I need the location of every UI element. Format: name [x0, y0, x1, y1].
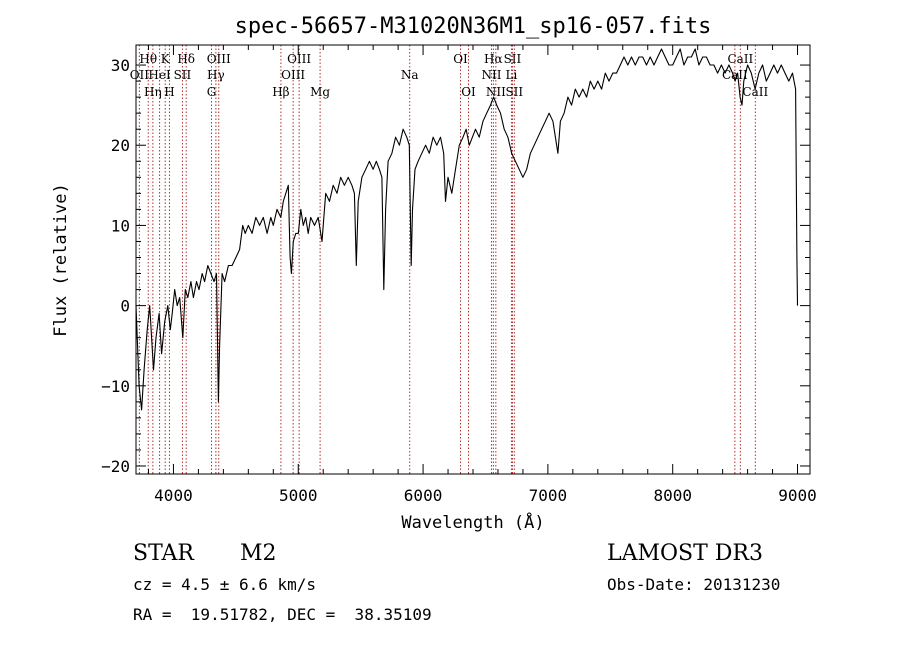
emission-line-label-14: Mg [310, 85, 330, 99]
object-subclass: M2 [240, 541, 277, 566]
emission-line-label-20: NII [486, 85, 506, 99]
spectrum-chart: spec-56657-M31020N36M1_sp16-057.fits OII… [51, 14, 817, 533]
object-class: STAR [133, 541, 194, 566]
emission-line-label-2: Hη [144, 85, 162, 99]
x-tick-label-3: 7000 [529, 486, 568, 505]
survey-name: LAMOST DR3 [607, 541, 763, 566]
emission-line-label-11: Hβ [272, 85, 289, 99]
observation-date: Obs-Date: 20131230 [607, 575, 781, 594]
emission-line-label-3: HeI [148, 68, 171, 82]
emission-line-label-21: Li [506, 68, 518, 82]
redshift-velocity: cz = 4.5 ± 6.6 km/s [133, 575, 317, 594]
x-axis-label: Wavelength (Å) [401, 511, 544, 533]
x-axis-ticks: 4000 5000 6000 7000 8000 9000 [147, 45, 817, 505]
y-tick-label-1: −10 [101, 377, 130, 396]
emission-line-label-24: CaII [722, 68, 748, 82]
y-tick-label-5: 30 [111, 56, 130, 75]
emission-line-label-6: Hδ [177, 52, 195, 66]
emission-line-label-16: OI [453, 52, 468, 66]
emission-line-label-25: CaII [727, 52, 753, 66]
emission-line-label-23: SII [505, 85, 523, 99]
emission-line-label-1: Hθ [139, 52, 157, 66]
y-axis-label: Flux (relative) [51, 183, 71, 337]
y-axis-ticks: −20 −10 0 10 20 30 [101, 56, 810, 476]
x-tick-label-2: 6000 [404, 486, 443, 505]
emission-line-label-13: OIII [287, 52, 311, 66]
y-tick-label-0: −20 [101, 457, 130, 476]
spectrum-series-line [135, 48, 799, 411]
emission-line-label-9: OIII [207, 52, 231, 66]
x-tick-label-4: 8000 [653, 486, 692, 505]
emission-line-label-17: OI [461, 85, 476, 99]
emission-line-label-0: OII [130, 68, 150, 82]
emission-line-label-4: K [161, 52, 171, 66]
emission-line-label-8: G [207, 85, 217, 99]
coordinates: RA = 19.51782, DEC = 38.35109 [133, 605, 432, 624]
emission-line-label-12: OIII [281, 68, 305, 82]
emission-line-label-15: Na [401, 68, 419, 82]
chart-title: spec-56657-M31020N36M1_sp16-057.fits [235, 14, 712, 39]
plot-frame [135, 44, 811, 475]
emission-line-label-22: SII [504, 52, 522, 66]
y-tick-label-4: 20 [111, 136, 130, 155]
emission-line-markers [138, 45, 756, 474]
emission-line-label-5: H [164, 85, 174, 99]
y-tick-label-2: 0 [120, 297, 130, 316]
x-tick-label-0: 4000 [154, 486, 193, 505]
emission-line-label-18: NII [481, 68, 501, 82]
emission-line-labels: OII Hθ Hη HeI K H Hδ SII G OIII Hγ Hβ OIII OIII Mg Na OI… [130, 52, 769, 99]
emission-line-label-19: Hα [484, 52, 503, 66]
x-tick-label-5: 9000 [778, 486, 817, 505]
emission-line-label-10: Hγ [207, 68, 225, 82]
emission-line-label-7: SII [174, 68, 192, 82]
x-tick-label-1: 5000 [279, 486, 318, 505]
emission-line-label-26: CaII [742, 85, 768, 99]
y-tick-label-3: 10 [111, 216, 130, 235]
